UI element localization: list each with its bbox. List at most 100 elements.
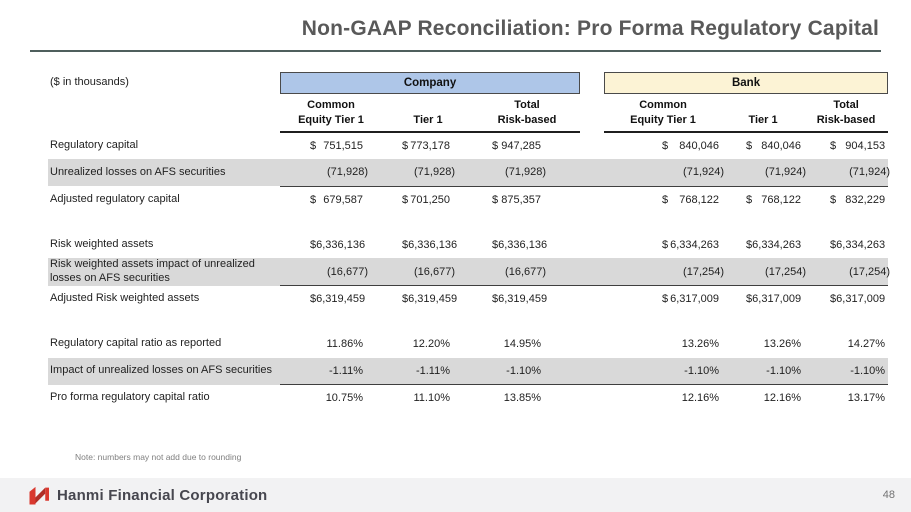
value-cell: 14.27% <box>804 331 888 358</box>
cell-value: 701,250 <box>410 193 450 206</box>
value-cell: -1.11% <box>280 357 382 385</box>
value-cell: $6,317,009 <box>722 286 804 313</box>
company-group-cell: Company <box>280 70 581 96</box>
dollar-sign: $ <box>830 293 837 306</box>
table-row: Adjusted Risk weighted assets $6,319,459 $… <box>48 286 888 313</box>
cell-value: 12.20% <box>412 338 450 350</box>
value-cell: $6,336,136 <box>474 231 580 258</box>
cell-value: 6,317,009 <box>836 293 886 306</box>
cell-value: 773,178 <box>410 140 450 152</box>
row-label: Pro forma regulatory capital ratio <box>50 391 210 404</box>
value-cell: $904,153 <box>804 132 888 159</box>
value-cell: $947,285 <box>474 132 580 159</box>
dollar-sign: $ <box>310 293 317 306</box>
cell-value: (17,254) <box>849 265 891 278</box>
spacer-row <box>48 213 888 231</box>
hanmi-logo-icon <box>29 486 49 504</box>
value-cell: $701,250 <box>382 186 474 213</box>
rounding-note: Note: numbers may not add due to roundin… <box>75 452 242 462</box>
dollar-sign: $ <box>746 238 753 251</box>
table-row: Impact of unrealized losses on AFS secur… <box>48 357 889 385</box>
cell-value: 947,285 <box>501 140 542 152</box>
group-gap <box>580 132 604 159</box>
value-cell: 13.17% <box>804 385 888 412</box>
value-cell: (17,254) <box>722 258 806 286</box>
col-header-bank-tier1: Tier 1 <box>722 96 805 133</box>
cell-value: (16,677) <box>505 265 547 278</box>
value-cell: $6,319,459 <box>280 286 382 313</box>
cell-value: -1.10% <box>506 364 542 377</box>
dollar-sign: $ <box>492 238 499 251</box>
value-cell: 13.26% <box>722 331 804 358</box>
cell-value: (16,677) <box>327 265 368 278</box>
cell-value: 13.26% <box>763 338 802 350</box>
value-cell: 12.16% <box>604 385 722 412</box>
cell-value: 751,515 <box>323 140 363 152</box>
group-gap <box>580 96 604 132</box>
col-header-company-tier1: Tier 1 <box>382 96 474 133</box>
cell-value: 6,317,009 <box>670 293 720 306</box>
row-label: Risk weighted assets <box>50 237 154 250</box>
value-cell: $6,334,263 <box>804 231 888 258</box>
value-cell: (17,254) <box>804 258 891 286</box>
page-number: 48 <box>882 489 895 501</box>
cell-value: (17,254) <box>683 265 725 278</box>
cell-value: 14.27% <box>847 338 886 350</box>
cell-value: 14.95% <box>503 338 542 350</box>
dollar-sign: $ <box>662 193 669 206</box>
group-gap <box>580 186 604 213</box>
cell-value: 6,334,263 <box>836 238 886 251</box>
value-cell: (71,924) <box>722 159 806 187</box>
value-cell: $773,178 <box>382 132 474 159</box>
col-header-bank-total: Total Risk-based <box>804 96 889 133</box>
value-cell: -1.10% <box>722 357 805 385</box>
cell-value: 6,334,263 <box>752 238 802 251</box>
group-gap <box>580 258 605 286</box>
cell-value: 6,334,263 <box>670 238 720 251</box>
value-cell: 13.85% <box>474 385 580 412</box>
value-cell: 13.26% <box>604 331 722 358</box>
row-label: Adjusted regulatory capital <box>50 192 180 205</box>
group-header-row: ($ in thousands) Company Bank <box>48 70 889 96</box>
col-header-company-cet1: Common Equity Tier 1 <box>280 96 382 133</box>
value-cell: -1.11% <box>382 357 474 385</box>
cell-value: 904,153 <box>845 140 886 152</box>
cell-value: 13.26% <box>681 338 720 350</box>
dollar-sign: $ <box>492 193 499 206</box>
dollar-sign: $ <box>662 238 669 251</box>
spacer-row <box>48 313 888 331</box>
value-cell: $768,122 <box>604 186 722 213</box>
value-cell: $679,587 <box>280 186 382 213</box>
regulatory-capital-table: ($ in thousands) Company Bank Common Equ… <box>48 70 891 412</box>
brand-name: Hanmi Financial Corporation <box>57 486 268 504</box>
cell-value: -1.10% <box>684 364 720 377</box>
cell-value: -1.10% <box>850 364 886 377</box>
table-row: Risk weighted assets $6,336,136 $6,336,136… <box>48 231 888 258</box>
value-cell: (17,254) <box>604 258 725 286</box>
value-cell: $6,334,263 <box>604 231 722 258</box>
dollar-sign: $ <box>830 193 837 206</box>
value-cell: $751,515 <box>280 132 382 159</box>
empty-cell <box>48 96 280 132</box>
cell-value: 875,357 <box>501 193 542 206</box>
title-divider <box>30 50 881 52</box>
value-cell: -1.10% <box>474 357 581 385</box>
bank-group-cell: Bank <box>604 70 889 96</box>
column-header-row: Common Equity Tier 1 Tier 1 Total Risk-b… <box>48 96 889 133</box>
cell-value: 11.86% <box>326 338 364 350</box>
group-gap <box>580 286 604 313</box>
value-cell: $6,336,136 <box>382 231 474 258</box>
value-cell: 11.86% <box>280 331 382 358</box>
group-gap <box>580 357 605 385</box>
value-cell: 11.10% <box>382 385 474 412</box>
group-gap <box>580 70 604 96</box>
value-cell: (71,924) <box>804 159 890 187</box>
table-head: ($ in thousands) Company Bank Common Equ… <box>48 70 889 133</box>
cell-value: (71,928) <box>414 166 455 179</box>
dollar-sign: $ <box>662 293 669 306</box>
value-cell: (71,928) <box>280 159 382 187</box>
cell-value: 10.75% <box>325 392 363 405</box>
cell-value: 6,336,136 <box>408 238 458 251</box>
cell-value: -1.11% <box>415 364 450 377</box>
